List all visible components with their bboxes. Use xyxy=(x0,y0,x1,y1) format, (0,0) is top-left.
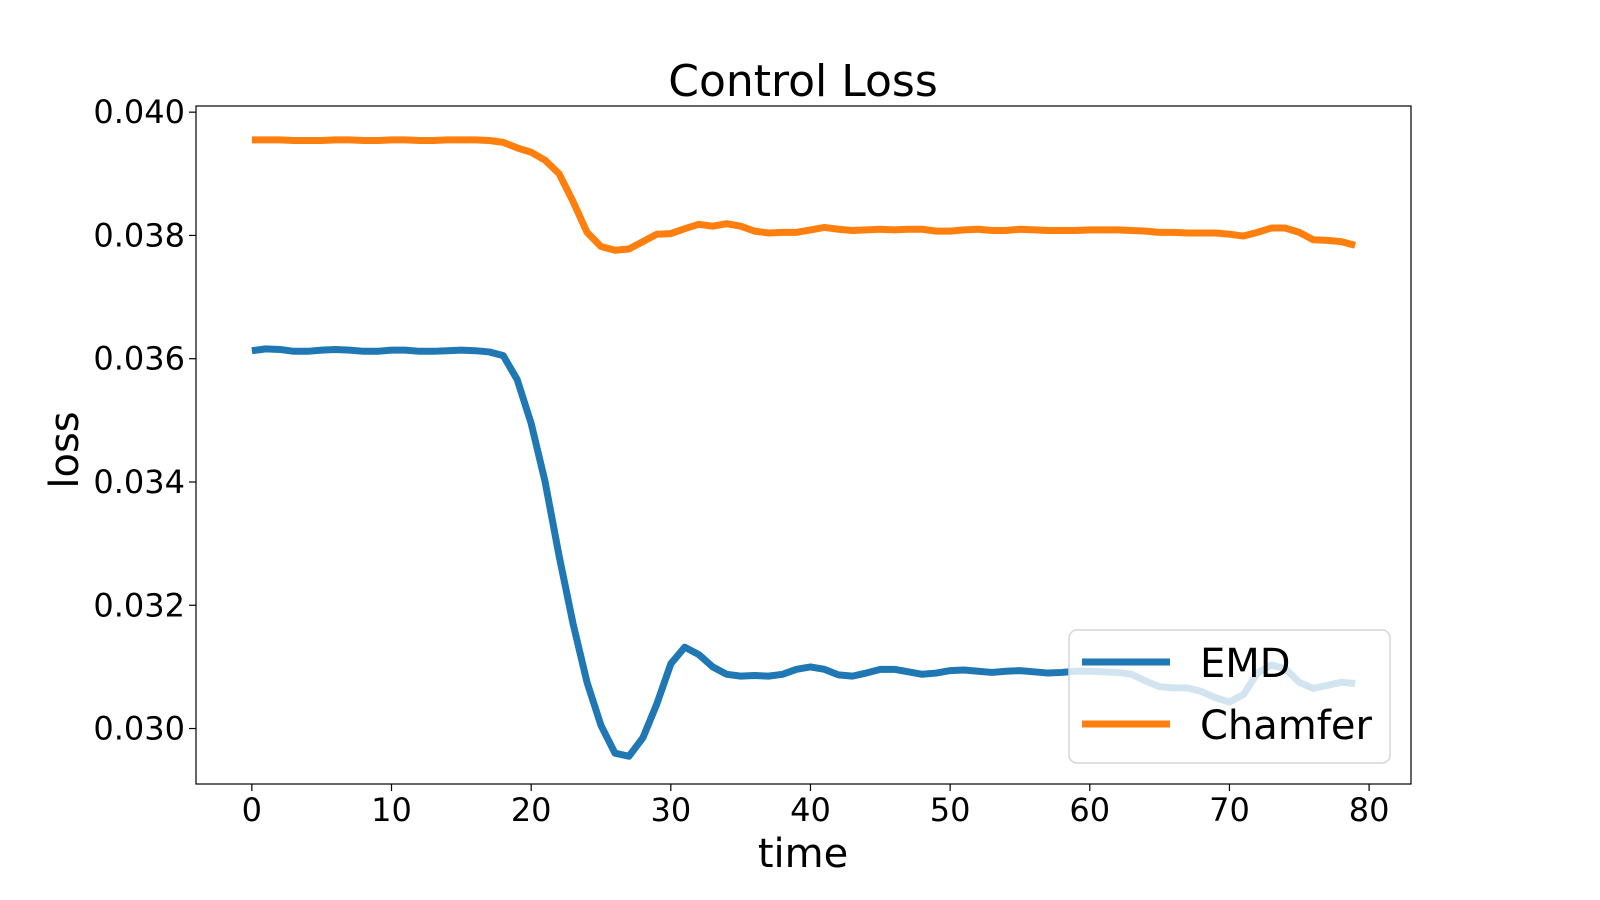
x-tick-label: 80 xyxy=(1349,791,1390,829)
x-tick-label: 40 xyxy=(790,791,831,829)
y-tick-label: 0.030 xyxy=(93,710,185,748)
x-tick-label: 0 xyxy=(242,791,262,829)
x-axis-label: time xyxy=(758,831,848,877)
chart-title: Control Loss xyxy=(668,56,938,107)
plot-frame xyxy=(195,105,1412,785)
x-axis: 0 10 20 30 40 50 60 70 80 xyxy=(242,784,1390,829)
y-axis: 0.030 0.032 0.034 0.036 0.038 0.040 xyxy=(93,93,196,748)
x-tick-label: 20 xyxy=(511,791,552,829)
x-tick-label: 30 xyxy=(650,791,691,829)
x-tick-label: 60 xyxy=(1069,791,1110,829)
y-tick-label: 0.040 xyxy=(93,93,185,131)
y-axis-label: loss xyxy=(42,411,88,488)
y-tick-label: 0.034 xyxy=(93,463,185,501)
legend-label-chamfer: Chamfer xyxy=(1200,703,1372,749)
y-tick-label: 0.032 xyxy=(93,586,185,624)
series-line-chamfer xyxy=(251,136,1357,254)
x-tick-label: 50 xyxy=(930,791,971,829)
y-tick-label: 0.036 xyxy=(93,340,185,378)
legend-label-emd: EMD xyxy=(1200,641,1291,687)
y-tick-label: 0.038 xyxy=(93,216,185,254)
x-tick-label: 10 xyxy=(371,791,412,829)
x-tick-label: 70 xyxy=(1209,791,1250,829)
legend: EMD Chamfer xyxy=(1068,629,1391,764)
